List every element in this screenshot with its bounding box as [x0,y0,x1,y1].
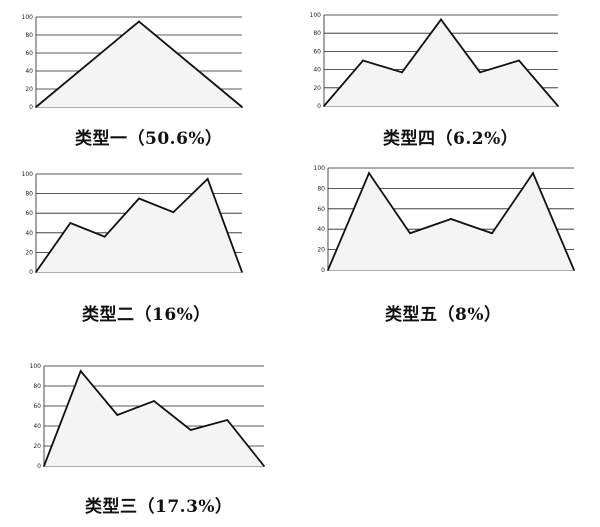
chart-panel-type-1: 0 20 40 60 80 100 [14,12,264,112]
area-fill [36,21,242,107]
data-point [573,269,575,271]
y-tick-label: 0 [317,103,321,110]
data-point [327,269,329,271]
data-point [138,197,140,200]
y-tick-label: 100 [310,12,322,19]
y-tick-label: 80 [33,383,41,390]
y-tick-label: 60 [313,48,321,55]
data-point [450,218,452,220]
y-tick-label: 60 [25,50,33,57]
chart-svg: 0 20 40 60 80 100 [22,171,243,276]
data-point [263,465,265,467]
y-tick-label: 60 [25,210,33,217]
data-point [153,400,155,402]
y-tick-label: 40 [313,67,321,74]
y-tick-label: 0 [37,463,41,470]
data-point [69,222,72,224]
chart-svg: 0 20 40 60 80 100 [22,14,243,111]
y-tick-label: 0 [321,267,325,274]
y-tick-label: 60 [33,403,41,410]
data-point [79,370,82,372]
data-point [226,419,229,421]
area-fill [328,173,574,270]
chart-caption: 类型四（6.2%） [383,129,519,149]
y-tick-label: 100 [314,165,326,172]
data-point [172,211,175,214]
y-tick-label: 80 [313,30,321,37]
data-point [241,271,243,273]
data-point [491,232,493,235]
y-tick-label: 100 [22,14,34,21]
y-tick-label: 80 [317,185,325,192]
data-point [532,172,534,174]
data-point [35,106,37,108]
y-tick-label: 0 [29,104,33,111]
data-point [479,71,481,74]
data-point [440,18,442,21]
data-point [116,414,119,416]
y-tick-label: 20 [313,85,321,92]
chart-svg: 0 20 40 60 80 100 [30,363,265,470]
y-tick-label: 0 [29,269,33,276]
chart-caption: 类型五（8%） [385,305,502,325]
data-point [43,465,45,467]
chart-svg: 0 20 40 60 80 100 [310,12,559,110]
chart-caption: 类型三（17.3%） [85,497,233,517]
data-point [368,172,370,174]
chart-panel-type-3: 0 20 40 60 80 100 [22,360,272,470]
data-point [409,232,411,235]
chart-panel-type-2: 0 20 40 60 80 100 [14,168,264,276]
data-point [189,429,192,431]
data-point [557,105,559,107]
y-tick-label: 80 [25,32,33,39]
data-point [35,271,37,273]
y-tick-label: 40 [25,68,33,75]
y-tick-label: 20 [33,443,41,450]
data-point [518,59,520,62]
y-tick-label: 40 [317,226,325,233]
data-point [323,105,325,107]
y-tick-label: 20 [25,86,33,93]
chart-panel-type-5: 0 20 40 60 80 100 [304,162,584,274]
area-fill [324,19,558,106]
data-point [401,71,403,74]
y-tick-label: 100 [30,363,42,370]
y-tick-label: 60 [317,206,325,213]
data-point [138,20,140,23]
y-tick-label: 20 [25,249,33,256]
chart-panel-type-4: 0 20 40 60 80 100 [300,10,585,112]
y-tick-label: 100 [22,171,34,178]
data-point [362,59,364,62]
y-tick-label: 80 [25,191,33,198]
area-fill [36,178,242,272]
y-tick-label: 20 [317,247,325,254]
chart-svg: 0 20 40 60 80 100 [314,165,575,274]
data-point [241,106,243,108]
y-tick-label: 40 [25,230,33,237]
chart-caption: 类型一（50.6%） [75,129,223,149]
y-tick-label: 40 [33,423,41,430]
data-point [206,178,209,180]
area-fill [44,371,264,466]
chart-caption: 类型二（16%） [82,305,211,325]
data-point [103,235,106,238]
